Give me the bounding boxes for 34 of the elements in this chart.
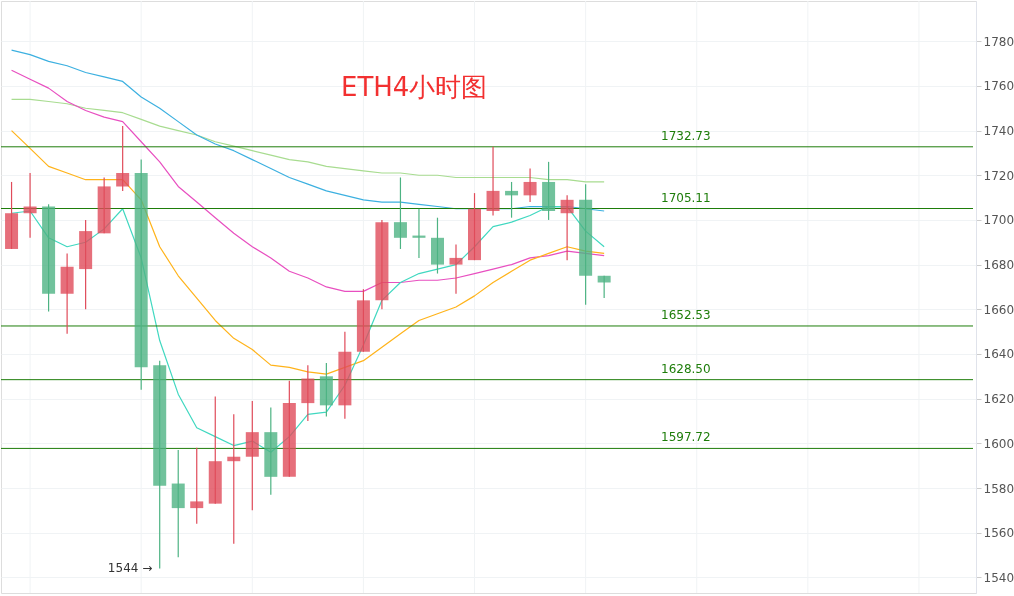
y-tick-label: 1580 — [983, 481, 1014, 496]
ref-line-label: 1732.73 — [661, 128, 711, 143]
candlestick — [190, 447, 204, 525]
candlestick — [227, 413, 241, 545]
y-tick-label: 1620 — [983, 392, 1014, 407]
y-tick-label: 1700 — [983, 213, 1014, 228]
ref-line-label: 1652.53 — [661, 307, 711, 322]
y-tick-label: 1600 — [983, 436, 1014, 451]
ref-line-label: 1705.11 — [661, 190, 711, 205]
line-series — [10, 69, 605, 293]
candlestick — [23, 172, 37, 239]
candlestick — [449, 243, 463, 295]
candlestick — [393, 176, 407, 250]
y-tick-label: 1540 — [983, 570, 1014, 585]
candlestick — [560, 194, 574, 261]
y-tick-label: 1560 — [983, 526, 1014, 541]
y-tick-label: 1680 — [983, 258, 1014, 273]
ref-line-label: 1628.50 — [661, 361, 711, 376]
candlestick — [486, 146, 500, 217]
text: ETH4小时图 — [341, 72, 488, 102]
y-tick-label: 1760 — [983, 79, 1014, 94]
annotation: 1544 → — [107, 561, 153, 576]
line-series — [10, 129, 605, 375]
candlestick — [523, 167, 537, 203]
line-series — [10, 98, 605, 183]
y-tick-label: 1780 — [983, 34, 1014, 49]
candlestick — [505, 181, 519, 219]
y-tick-label: 1740 — [983, 124, 1014, 139]
y-tick-label: 1640 — [983, 347, 1014, 362]
y-tick-label: 1720 — [983, 168, 1014, 183]
candlestick — [412, 208, 426, 259]
candlestick — [116, 125, 130, 192]
ref-line-label: 1597.72 — [661, 430, 711, 445]
y-tick-label: 1660 — [983, 302, 1014, 317]
